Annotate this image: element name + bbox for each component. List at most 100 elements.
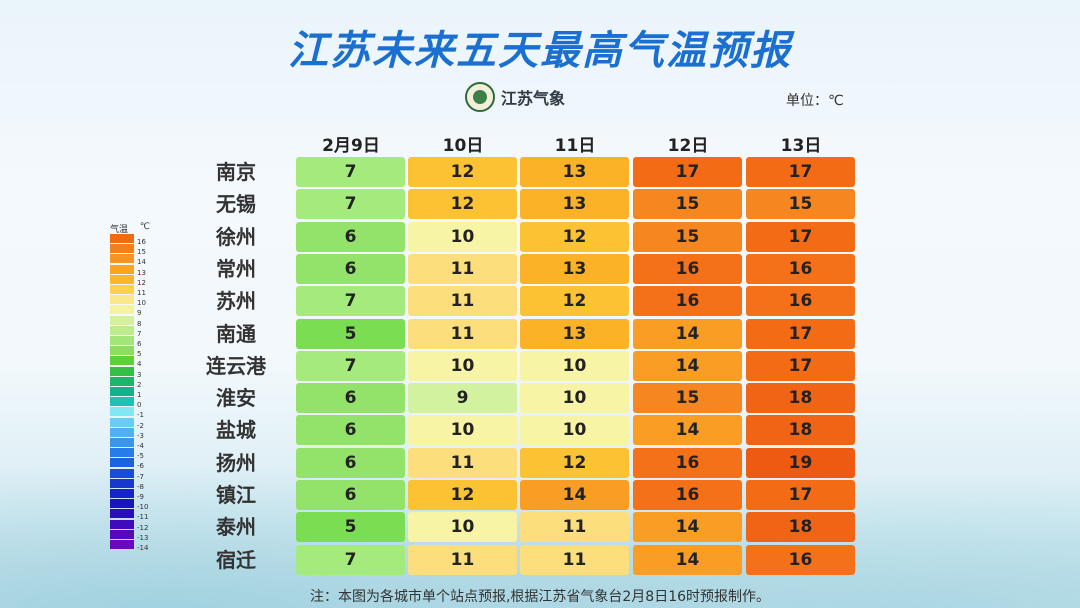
temperature-cell: 14 [633, 318, 742, 349]
legend-label: -9 [137, 493, 144, 501]
temperature-cell: 15 [633, 189, 742, 220]
legend-swatch [110, 478, 134, 488]
temperature-cell: 14 [633, 512, 742, 543]
legend-swatch [110, 315, 134, 325]
legend-label: 12 [137, 278, 146, 287]
legend-swatch [110, 438, 134, 447]
legend-swatch [110, 499, 134, 509]
legend-swatch [110, 295, 134, 305]
temperature-cell: 11 [408, 447, 517, 478]
column-header-day: 11日 [554, 136, 596, 156]
temperature-cell: 5 [296, 318, 405, 349]
city-name: 连云港 [206, 353, 266, 378]
temperature-cell: 12 [408, 157, 517, 187]
temperature-cell: 17 [633, 157, 742, 187]
temperature-cell: 12 [520, 221, 629, 252]
temperature-cell: 10 [520, 383, 629, 414]
legend-swatch [110, 427, 134, 437]
temperature-cell: 15 [633, 383, 742, 414]
legend-swatch [110, 397, 134, 407]
legend-label: -5 [137, 452, 144, 461]
legend-swatch [110, 540, 134, 549]
temperature-cell: 15 [633, 221, 742, 252]
temperature-cell: 6 [296, 480, 405, 510]
temperature-cell: 11 [408, 253, 517, 284]
city-name: 苏州 [216, 289, 256, 314]
legend-label: 9 [137, 309, 142, 318]
logo-text: 江苏气象 [501, 89, 566, 108]
legend-swatch [110, 519, 134, 529]
legend-label: 15 [137, 248, 146, 257]
legend-swatch [110, 285, 134, 294]
legend-swatch [110, 468, 134, 478]
city-name: 无锡 [216, 192, 256, 217]
temperature-cell: 10 [408, 512, 517, 543]
temperature-cell: 16 [746, 544, 855, 575]
temperature-cell: 12 [408, 189, 517, 220]
city-name: 扬州 [216, 450, 256, 475]
temperature-cell: 17 [746, 318, 855, 349]
city-name: 南通 [216, 321, 256, 346]
temperature-cell: 13 [520, 253, 629, 284]
legend-unit: ℃ [139, 222, 150, 232]
legend-label: -11 [137, 513, 149, 522]
legend-swatch [110, 458, 134, 468]
temperature-cell: 7 [296, 544, 405, 575]
jiangsu-weather-emblem-icon [465, 82, 495, 112]
legend-swatch [110, 529, 134, 539]
temperature-cell: 11 [408, 544, 517, 575]
city-name: 徐州 [216, 224, 256, 249]
legend-label: 2 [137, 380, 142, 389]
legend-label: 4 [137, 360, 142, 369]
legend-swatch [110, 417, 134, 427]
page-title: 江苏未来五天最高气温预报 [288, 28, 792, 74]
legend-swatch [110, 407, 134, 417]
temperature-cell: 16 [633, 447, 742, 478]
legend-swatch [110, 336, 134, 345]
column-header-day: 13日 [780, 136, 822, 156]
legend-label: -7 [137, 472, 144, 481]
temperature-cell: 14 [633, 350, 742, 381]
temperature-cell: 6 [296, 447, 405, 478]
legend-swatch [110, 325, 134, 335]
legend-swatch [110, 244, 134, 254]
temperature-cell: 6 [296, 415, 405, 446]
temperature-cell: 14 [633, 415, 742, 446]
legend-swatch [110, 387, 134, 396]
legend-label: 14 [137, 258, 146, 267]
legend-label: -2 [137, 421, 144, 430]
city-name: 泰州 [216, 515, 256, 540]
temperature-cell: 12 [408, 480, 517, 510]
temperature-cell: 16 [633, 480, 742, 510]
legend-swatch [110, 305, 134, 315]
temperature-cell: 17 [746, 480, 855, 510]
temperature-cell: 7 [296, 189, 405, 220]
temperature-cell: 11 [520, 512, 629, 543]
legend-label: 5 [137, 350, 142, 359]
legend-label: -8 [137, 482, 144, 491]
legend-swatch [110, 356, 134, 366]
legend-label: -4 [137, 442, 144, 450]
legend-swatch [110, 274, 134, 284]
legend-label: -13 [137, 533, 149, 542]
city-name: 常州 [216, 256, 256, 281]
legend-label: 8 [137, 319, 142, 328]
temperature-cell: 6 [296, 253, 405, 284]
temperature-cell: 15 [746, 189, 855, 220]
temperature-cell: 6 [296, 383, 405, 414]
legend-label: 13 [137, 268, 146, 277]
unit-label: 单位：℃ [786, 93, 844, 109]
temperature-cell: 11 [520, 544, 629, 575]
temperature-cell: 13 [520, 318, 629, 349]
legend-swatch [110, 509, 134, 519]
legend-label: 11 [137, 289, 146, 297]
temperature-cell: 10 [408, 415, 517, 446]
legend-swatch [110, 489, 134, 498]
temperature-cell: 9 [408, 383, 517, 414]
color-legend: 气温 ℃ 16 15 14 13 12 11 10 9 8 7 6 5 4 3 2 1 0 -1 -2 -3 -4 -5-… [110, 222, 150, 552]
city-name: 南京 [216, 160, 256, 184]
temperature-cell: 16 [633, 253, 742, 284]
temperature-cell: 6 [296, 221, 405, 252]
city-name: 镇江 [216, 483, 256, 507]
temperature-cell: 13 [520, 157, 629, 187]
